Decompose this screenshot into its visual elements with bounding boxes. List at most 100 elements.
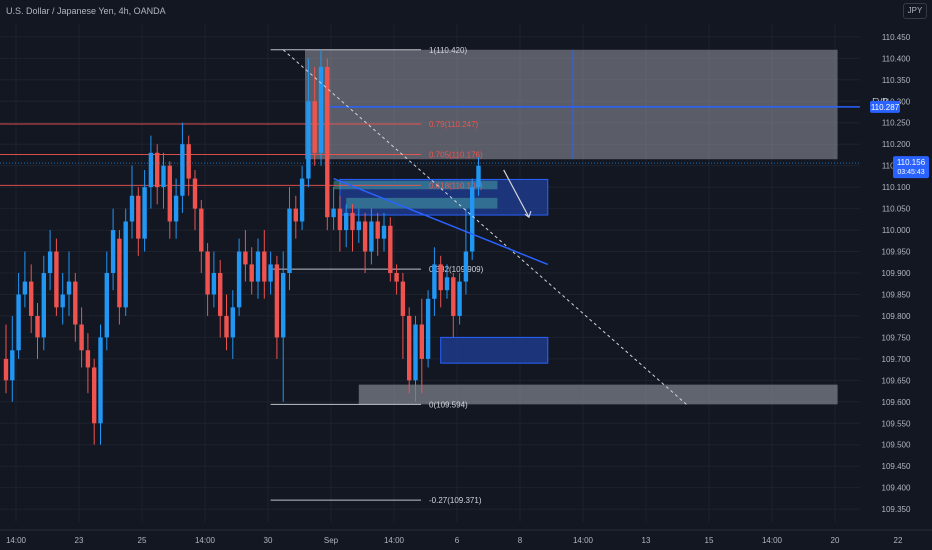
price-tick-label: 110.000 [882, 226, 911, 235]
candle-body [337, 208, 343, 231]
candle-body [243, 251, 248, 265]
candle-body [425, 298, 431, 359]
candle-body [224, 315, 229, 338]
candle-body [249, 264, 254, 282]
candle-body [110, 230, 116, 273]
candle-body [136, 195, 141, 239]
candle-body [123, 221, 128, 308]
candle-body [199, 208, 204, 252]
candle-body [312, 101, 317, 153]
time-tick-label: 13 [642, 536, 651, 545]
candle-body [41, 273, 46, 338]
price-tick-label: 110.400 [882, 54, 911, 63]
fibonacci-levels: 1(110.420) 0.79(110.247) 0.705(110.176) 0.6… [0, 46, 484, 505]
time-tick-label: 8 [518, 536, 523, 545]
candle-body [85, 350, 91, 368]
candle-body [394, 273, 399, 282]
time-tick-label: Sep [324, 536, 339, 545]
candle-body [299, 178, 305, 222]
time-tick-label: 15 [705, 536, 714, 545]
fib-level-label: 0.618(110.104) [429, 181, 483, 190]
projection-arrow [503, 169, 530, 218]
candle-body [161, 165, 166, 188]
candle-body [463, 251, 469, 282]
candle-body [16, 294, 21, 351]
time-tick-label: 14:00 [573, 536, 594, 545]
candle-body [92, 367, 97, 424]
fib-level-label: 0(109.594) [429, 400, 468, 409]
time-axis[interactable] [0, 530, 932, 550]
price-tick-label: 109.950 [882, 248, 911, 257]
price-tick-label: 110.450 [882, 33, 911, 42]
price-axis[interactable] [860, 0, 932, 530]
time-tick-label: 20 [831, 536, 840, 545]
candle-body [218, 273, 223, 316]
fib-level-label: -0.27(109.371) [429, 496, 482, 505]
time-tick-label: 14:00 [762, 536, 783, 545]
candle-body [117, 238, 122, 308]
candle-body [470, 187, 475, 252]
candle-body [293, 208, 298, 222]
candle-body [186, 144, 191, 179]
trend-line [333, 177, 549, 266]
candle-body [29, 281, 34, 316]
current-price-badge [893, 156, 929, 179]
time-tick-label: 14:00 [384, 536, 405, 545]
price-tick-label: 109.550 [882, 419, 911, 428]
price-tick-label: 109.650 [882, 376, 911, 385]
candle-body [419, 324, 424, 359]
candle-body [381, 225, 387, 239]
candle-body [432, 264, 437, 299]
candle-body [60, 294, 65, 308]
candle-body [73, 281, 78, 325]
fvp-price-text: 110.287 [871, 103, 900, 112]
currency-button[interactable]: JPY [903, 3, 927, 19]
candle-body [400, 281, 406, 316]
candle-body [3, 358, 9, 381]
candle-body [104, 273, 109, 338]
candle-body [262, 251, 267, 282]
price-tick-label: 109.700 [882, 355, 911, 364]
candle-body [255, 251, 261, 282]
time-tick-label: 25 [138, 536, 147, 545]
candle-body [54, 251, 59, 308]
candle-body [444, 277, 450, 291]
candle-body [148, 152, 154, 188]
candle-body [350, 212, 355, 231]
price-tick-label: 110.350 [882, 76, 911, 85]
candle-body [142, 187, 147, 239]
candle-body [306, 101, 311, 179]
price-tick-label: 109.800 [882, 312, 911, 321]
candle-body [47, 251, 53, 273]
candle-body [268, 264, 273, 282]
countdown-text: 03:45:43 [897, 169, 924, 176]
price-tick-label: 110.200 [882, 140, 911, 149]
candle-body [192, 178, 198, 209]
price-tick-label: 109.750 [882, 333, 911, 342]
current-price-text: 110.156 [897, 158, 926, 167]
time-axis-ticks: 14:00 23 25 14:00 30 Sep 14:00 6 8 14:00 13 15 14:00… [6, 536, 903, 545]
chart-title: U.S. Dollar / Japanese Yen, 4h, OANDA [6, 6, 166, 16]
price-tick-label: 109.350 [882, 505, 911, 514]
time-tick-label: 6 [455, 536, 460, 545]
candle-body [167, 165, 172, 222]
price-tick-label: 110.250 [882, 119, 911, 128]
arrow-head [524, 211, 532, 219]
candle-body [407, 315, 412, 381]
time-tick-label: 14:00 [195, 536, 216, 545]
fib-level-label: 0.382(109.909) [429, 265, 484, 274]
candle-body [180, 144, 185, 196]
time-tick-label: 30 [264, 536, 273, 545]
candle-body [79, 324, 84, 351]
price-tick-label: 109.450 [882, 462, 911, 471]
price-tick-label: 109.600 [882, 398, 911, 407]
candle-body [369, 221, 374, 252]
price-tick-label: 109.850 [882, 290, 911, 299]
discount-zone [358, 384, 838, 405]
fvp-price-badge [870, 100, 900, 113]
candle-body [457, 281, 462, 316]
candle-body [230, 307, 235, 338]
candle-body [451, 277, 456, 316]
